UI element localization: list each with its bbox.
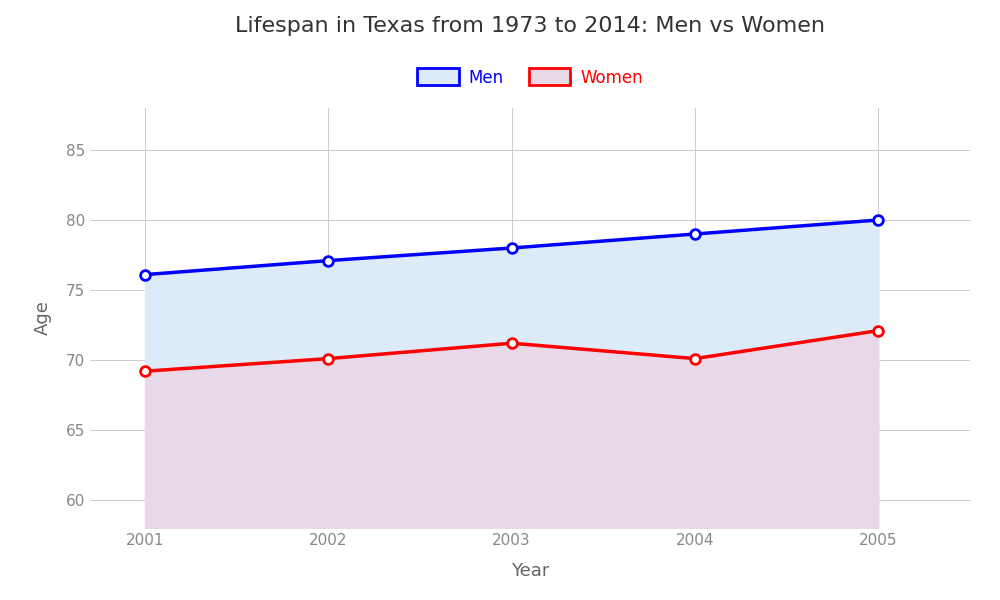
X-axis label: Year: Year (511, 562, 549, 580)
Legend: Men, Women: Men, Women (410, 62, 650, 93)
Y-axis label: Age: Age (34, 301, 52, 335)
Title: Lifespan in Texas from 1973 to 2014: Men vs Women: Lifespan in Texas from 1973 to 2014: Men… (235, 16, 825, 35)
